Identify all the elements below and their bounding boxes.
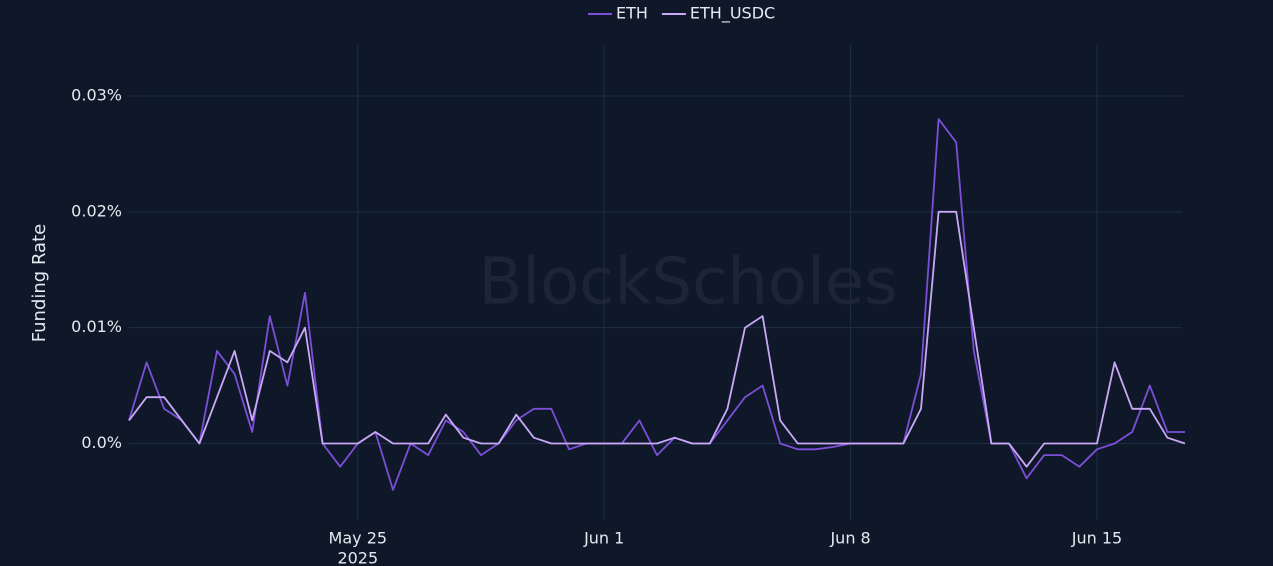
y-tick-label: 0.02% — [71, 201, 122, 220]
x-tick-label: May 25 — [329, 529, 388, 548]
y-tick-label: 0.0% — [81, 433, 122, 452]
y-tick-label: 0.03% — [71, 85, 122, 104]
y-axis-label: Funding Rate — [29, 224, 50, 342]
x-tick-label: Jun 1 — [583, 529, 624, 548]
x-tick-label: Jun 8 — [829, 529, 870, 548]
x-year-label: 2025 — [337, 549, 378, 566]
y-tick-label: 0.01% — [71, 317, 122, 336]
legend-label: ETH_USDC — [690, 4, 775, 24]
watermark: BlockScholes — [478, 246, 897, 320]
series-line — [128, 210, 1186, 468]
x-tick-label: Jun 15 — [1071, 529, 1122, 548]
legend-label: ETH — [616, 4, 648, 23]
